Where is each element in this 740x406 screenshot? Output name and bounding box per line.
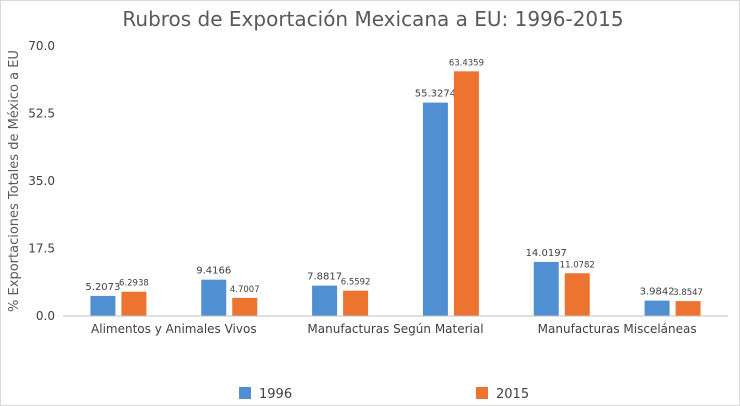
data-label-2015: 6.2938 <box>119 279 149 289</box>
bar-1996 <box>644 300 670 316</box>
bar-2015 <box>675 301 701 316</box>
data-label-1996: 9.4166 <box>196 266 231 277</box>
legend-swatch-2015 <box>476 387 488 399</box>
y-axis-label: % Exportaciones Totales de México a EU <box>7 50 22 312</box>
data-label-1996: 5.2073 <box>85 282 120 293</box>
x-category-label: Manufacturas Misceláneas <box>538 322 697 336</box>
bar-2015 <box>343 290 369 316</box>
legend-label-1996: 1996 <box>259 387 292 402</box>
data-label-1996: 3.9842 <box>640 287 675 298</box>
bar-2015 <box>453 71 479 317</box>
data-label-2015: 63.4359 <box>449 58 484 68</box>
x-category-label: Alimentos y Animales Vivos <box>91 322 257 336</box>
bar-1996 <box>422 102 448 316</box>
data-label-2015: 11.0782 <box>560 260 595 270</box>
legend-swatch-1996 <box>239 387 251 399</box>
bar-1996 <box>533 261 559 316</box>
y-tick-label: 17.5 <box>28 242 55 256</box>
data-label-2015: 4.7007 <box>230 285 260 295</box>
x-category-label: Manufacturas Según Material <box>307 322 483 336</box>
bar-1996 <box>312 285 338 316</box>
y-axis-ticks: 0.0 17.5 35.0 52.5 70.0 <box>28 39 55 323</box>
y-tick-label: 35.0 <box>28 174 55 188</box>
bars: 5.2073 9.4166 7.8817 55.3274 14.0197 3.9842 6.… <box>85 58 703 317</box>
legend: 1996 2015 <box>239 387 529 402</box>
data-label-1996: 55.3274 <box>415 89 456 100</box>
y-tick-label: 70.0 <box>28 39 55 53</box>
bar-2015 <box>121 291 147 316</box>
bar-1996 <box>201 279 227 316</box>
data-label-2015: 6.5592 <box>341 278 371 288</box>
bar-1996 <box>90 295 116 316</box>
chart-title: Rubros de Exportación Mexicana a EU: 199… <box>122 7 623 31</box>
y-tick-label: 0.0 <box>36 309 55 323</box>
bar-2015 <box>564 273 590 316</box>
x-axis-categories: Alimentos y Animales Vivos Manufacturas S… <box>91 322 697 336</box>
legend-label-2015: 2015 <box>496 387 529 402</box>
bar-2015 <box>232 297 258 316</box>
data-label-2015: 3.8547 <box>673 288 703 298</box>
data-label-1996: 7.8817 <box>307 272 342 283</box>
data-label-1996: 14.0197 <box>526 248 567 259</box>
y-tick-label: 52.5 <box>28 107 55 121</box>
